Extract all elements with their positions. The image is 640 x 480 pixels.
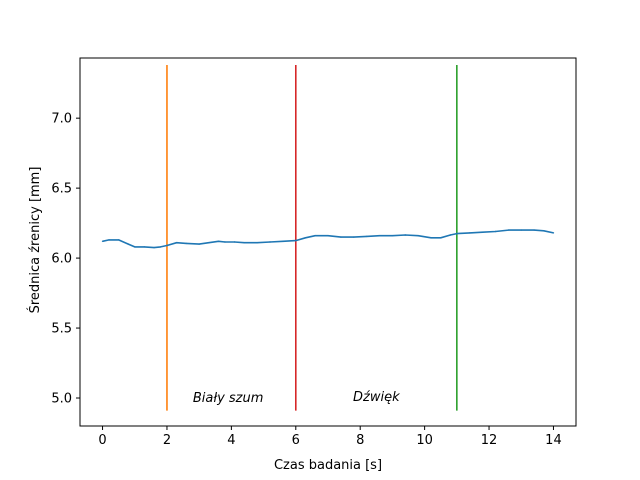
- data-point: [198, 243, 200, 245]
- data-point: [243, 241, 245, 244]
- y-tick-label: 5.5: [51, 322, 72, 337]
- x-tick-label: 2: [163, 433, 171, 448]
- x-tick-label: 8: [356, 433, 364, 448]
- data-point: [127, 243, 130, 245]
- data-point: [108, 239, 110, 241]
- x-axis-label: Czas badania [s]: [274, 458, 382, 473]
- x-tick-label: 6: [292, 433, 300, 448]
- data-point: [449, 234, 452, 236]
- data-point: [520, 229, 522, 231]
- data-point: [417, 235, 419, 237]
- data-point: [175, 241, 178, 244]
- data-point: [224, 241, 226, 243]
- data-point: [494, 230, 497, 233]
- data-point: [269, 241, 271, 243]
- annotation-label: Biały szum: [193, 391, 264, 406]
- x-axis: 0 2 4 6 8 10 12 14: [98, 426, 562, 448]
- annotation-label: Dźwięk: [353, 390, 400, 405]
- data-point: [430, 237, 432, 239]
- data-point: [507, 229, 510, 231]
- x-tick-label: 0: [98, 433, 106, 448]
- data-point: [440, 237, 442, 239]
- data-point: [304, 237, 307, 239]
- data-point: [533, 229, 535, 231]
- data-point: [143, 246, 146, 248]
- data-point: [134, 246, 136, 248]
- y-tick-label: 6.5: [51, 182, 72, 197]
- x-tick-label: 10: [416, 433, 433, 448]
- data-point: [233, 241, 236, 243]
- data-point: [217, 240, 220, 243]
- data-point: [378, 235, 381, 237]
- data-point: [282, 240, 284, 243]
- data-point: [295, 239, 297, 242]
- x-tick-label: 4: [227, 433, 235, 448]
- data-point: [469, 232, 471, 234]
- data-point: [340, 236, 342, 238]
- y-axis-label: Średnica źrenicy [mm]: [27, 167, 43, 314]
- data-point: [353, 236, 355, 238]
- data-point: [101, 240, 104, 243]
- data-point: [153, 246, 155, 249]
- data-point: [185, 242, 187, 245]
- data-point: [481, 231, 484, 233]
- data-point: [208, 241, 210, 244]
- y-tick-label: 6.0: [51, 252, 72, 267]
- data-point: [314, 235, 316, 237]
- axes-frame: [79, 57, 577, 427]
- data-point: [391, 235, 394, 237]
- data-point: [327, 235, 329, 237]
- y-tick-label: 5.0: [51, 392, 72, 407]
- y-tick-label: 7.0: [51, 112, 72, 127]
- x-tick-label: 12: [481, 433, 498, 448]
- data-point: [404, 234, 406, 236]
- data-point: [456, 232, 458, 235]
- data-point: [543, 230, 545, 232]
- data-point: [117, 239, 120, 241]
- y-axis: 5.0 5.5 6.0 6.5 7.0: [51, 112, 80, 407]
- plot-area: Biały szum Dźwięk: [101, 64, 555, 411]
- data-point: [552, 232, 555, 234]
- data-point: [256, 241, 258, 244]
- data-point: [159, 246, 162, 248]
- data-point: [166, 244, 168, 247]
- x-tick-label: 14: [545, 433, 562, 448]
- data-point: [365, 235, 368, 238]
